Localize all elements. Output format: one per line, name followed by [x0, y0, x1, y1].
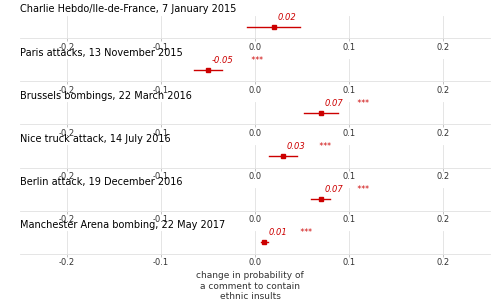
- Text: ***: ***: [298, 228, 312, 237]
- Text: ***: ***: [354, 99, 368, 108]
- Text: Brussels bombings, 22 March 2016: Brussels bombings, 22 March 2016: [20, 91, 192, 101]
- Text: ***: ***: [354, 185, 368, 194]
- Text: Manchester Arena bombing, 22 May 2017: Manchester Arena bombing, 22 May 2017: [20, 220, 225, 230]
- Text: 0.01: 0.01: [268, 228, 287, 237]
- Text: Berlin attack, 19 December 2016: Berlin attack, 19 December 2016: [20, 177, 182, 187]
- Text: Charlie Hebdo/Ile-de-France, 7 January 2015: Charlie Hebdo/Ile-de-France, 7 January 2…: [20, 5, 236, 15]
- Text: Paris attacks, 13 November 2015: Paris attacks, 13 November 2015: [20, 47, 183, 57]
- Text: 0.07: 0.07: [324, 185, 344, 194]
- Text: Nice truck attack, 14 July 2016: Nice truck attack, 14 July 2016: [20, 134, 171, 144]
- Text: 0.02: 0.02: [278, 12, 296, 22]
- Text: ***: ***: [250, 56, 264, 65]
- Text: change in probability of
a comment to contain
ethnic insults: change in probability of a comment to co…: [196, 271, 304, 301]
- Text: ***: ***: [317, 142, 331, 151]
- Text: 0.03: 0.03: [287, 142, 306, 151]
- Text: -0.05: -0.05: [212, 56, 234, 65]
- Text: 0.07: 0.07: [324, 99, 344, 108]
